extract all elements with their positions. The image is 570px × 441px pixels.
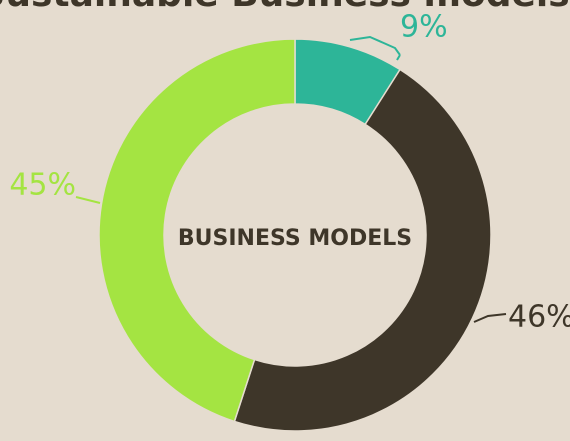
value-label: 46%	[508, 300, 570, 335]
leader-line	[349, 35, 401, 61]
donut-segment	[98, 38, 296, 423]
leader-line	[75, 196, 101, 204]
center-label: BUSINESS MODELS	[178, 226, 412, 251]
leader-line	[473, 313, 507, 323]
value-label: 45%	[9, 168, 76, 203]
donut-segment	[233, 68, 492, 432]
chart-title: Sustainable Business models?	[0, 0, 570, 15]
value-label: 9%	[400, 10, 448, 45]
